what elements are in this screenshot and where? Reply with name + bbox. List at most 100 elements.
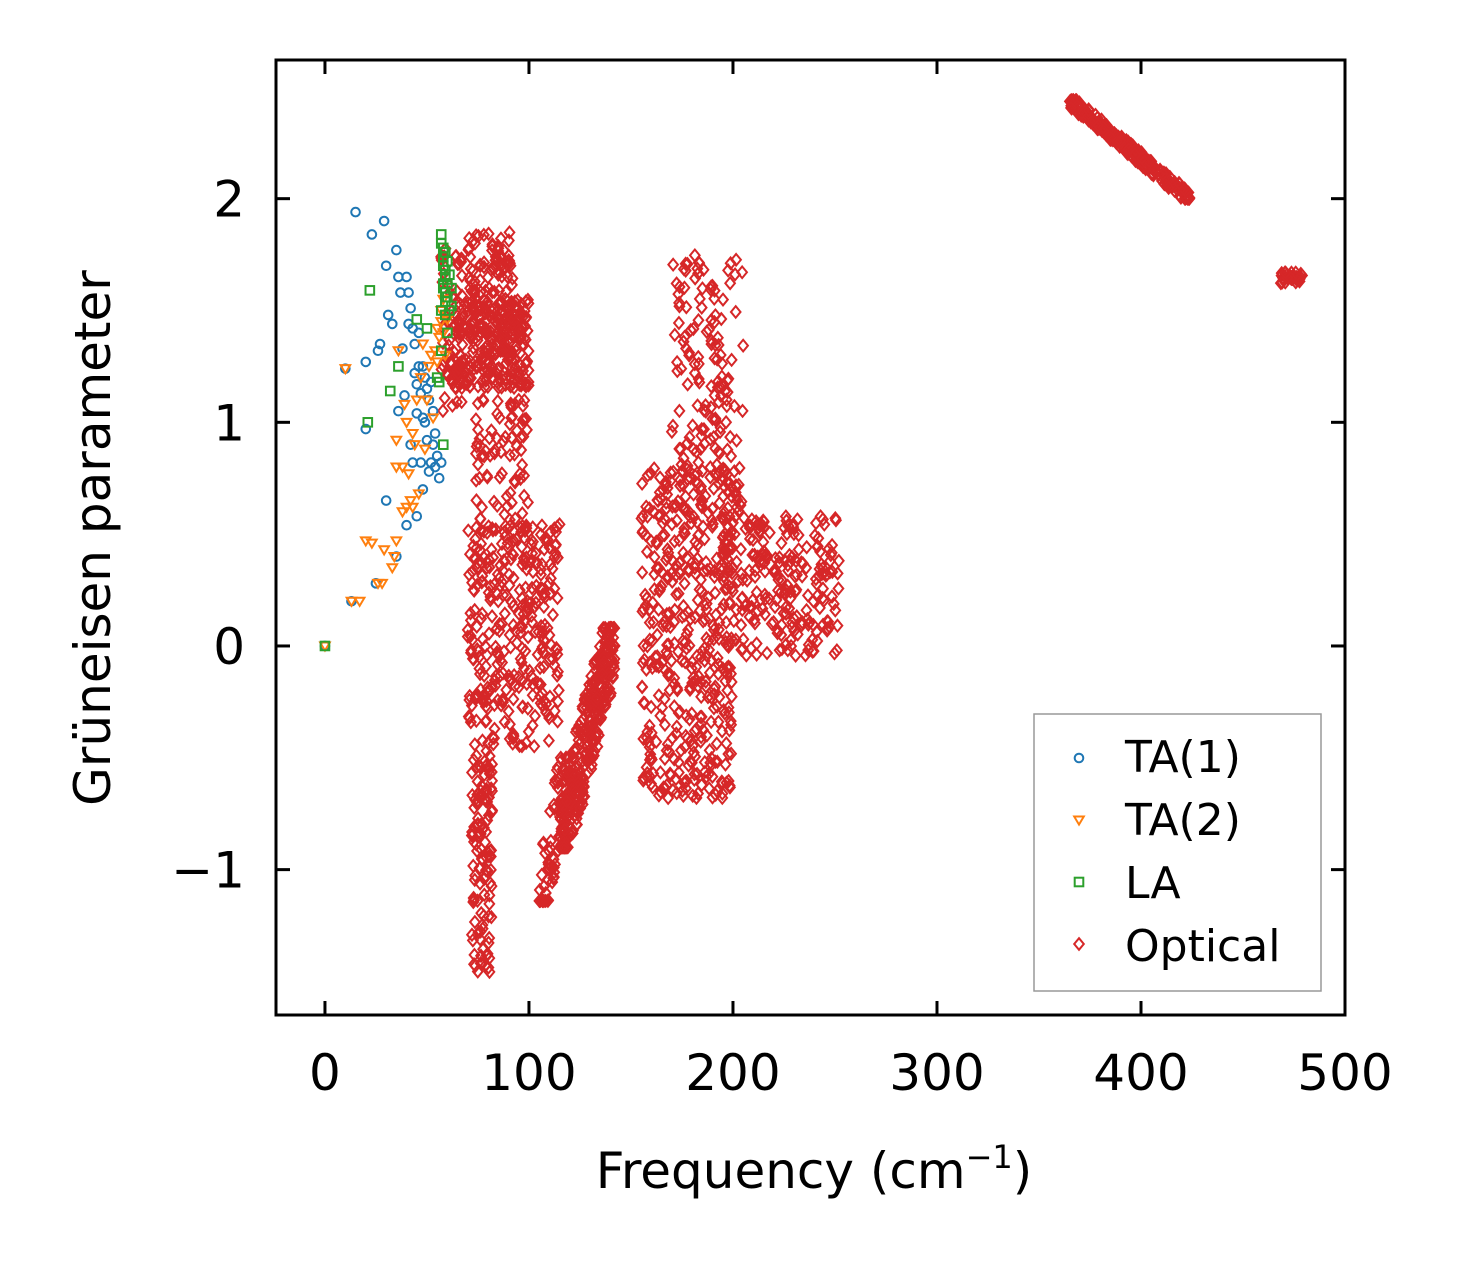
data-point — [683, 345, 696, 361]
data-point — [715, 311, 728, 327]
data-point — [484, 842, 498, 858]
data-point — [509, 623, 522, 639]
legend-label-ta2: TA(2) — [1124, 795, 1241, 846]
data-point — [1173, 176, 1186, 192]
data-point — [491, 656, 504, 672]
data-point — [672, 286, 685, 302]
data-point — [605, 620, 618, 636]
data-point — [692, 371, 705, 387]
data-point — [374, 338, 386, 350]
data-point — [528, 738, 541, 754]
data-point — [380, 260, 392, 272]
data-point — [433, 472, 445, 484]
data-point — [737, 338, 750, 353]
data-point — [787, 519, 800, 535]
data-point — [473, 431, 486, 446]
data-point — [831, 565, 844, 581]
data-point — [636, 679, 649, 695]
data-point — [366, 229, 378, 240]
data-point — [640, 544, 654, 560]
data-point — [679, 341, 693, 356]
data-point — [481, 680, 494, 695]
data-point — [546, 874, 559, 890]
data-point — [775, 584, 788, 600]
data-point — [472, 355, 485, 371]
data-point — [681, 462, 694, 477]
data-point — [463, 379, 476, 395]
data-point — [1089, 118, 1102, 134]
data-point — [408, 440, 422, 452]
data-point — [656, 515, 669, 531]
data-point — [507, 617, 520, 633]
data-point — [472, 644, 485, 659]
data-point — [474, 523, 488, 539]
data-point — [350, 206, 361, 218]
data-point — [773, 550, 786, 565]
data-point — [723, 780, 737, 795]
data-point — [560, 793, 573, 809]
data-point — [667, 464, 680, 480]
data-point — [551, 759, 564, 775]
data-point — [475, 448, 489, 464]
data-point — [831, 618, 844, 634]
data-point — [526, 718, 539, 733]
data-point — [515, 738, 529, 754]
data-point — [695, 428, 708, 444]
data-point — [724, 540, 737, 556]
data-point — [522, 378, 535, 393]
data-point — [491, 315, 504, 330]
data-point — [736, 264, 749, 280]
data-point — [516, 412, 529, 428]
data-point — [597, 620, 610, 636]
data-point — [387, 552, 401, 564]
data-point — [724, 713, 737, 729]
data-point — [679, 256, 692, 272]
data-point — [681, 503, 695, 519]
data-point — [668, 534, 681, 549]
data-point — [655, 564, 668, 580]
data-point — [716, 292, 730, 307]
data-point — [480, 792, 493, 808]
data-point — [636, 525, 649, 540]
data-point — [461, 629, 474, 645]
data-point — [375, 578, 389, 590]
data-point — [654, 765, 667, 780]
data-point — [669, 568, 682, 584]
data-point — [651, 492, 664, 508]
data-point — [743, 520, 756, 536]
data-point — [724, 448, 738, 464]
data-point — [775, 535, 788, 551]
data-point — [491, 646, 504, 662]
data-point — [477, 549, 490, 565]
data-point — [477, 393, 490, 409]
data-point — [541, 861, 555, 877]
data-point — [746, 532, 760, 548]
data-point — [469, 792, 482, 808]
data-point — [468, 284, 481, 300]
data-point — [464, 613, 478, 628]
data-point — [685, 661, 698, 676]
data-point — [669, 499, 682, 514]
data-point — [570, 817, 583, 832]
data-point — [410, 395, 424, 407]
data-point — [662, 545, 675, 561]
data-point — [708, 569, 721, 585]
data-point — [707, 631, 720, 647]
data-point — [442, 255, 453, 267]
data-point — [452, 330, 466, 346]
data-point — [468, 602, 481, 618]
data-point — [678, 280, 691, 296]
data-point — [522, 374, 535, 390]
data-point — [406, 502, 420, 514]
data-point — [704, 400, 718, 415]
data-point — [730, 252, 743, 268]
data-point — [753, 524, 766, 540]
data-point — [608, 638, 621, 654]
data-point — [472, 308, 485, 324]
data-point — [463, 567, 476, 582]
x-tick-label: 500 — [1297, 1044, 1392, 1102]
data-point — [765, 616, 778, 632]
data-point — [483, 430, 496, 446]
data-point — [471, 793, 484, 809]
data-point — [604, 688, 617, 704]
